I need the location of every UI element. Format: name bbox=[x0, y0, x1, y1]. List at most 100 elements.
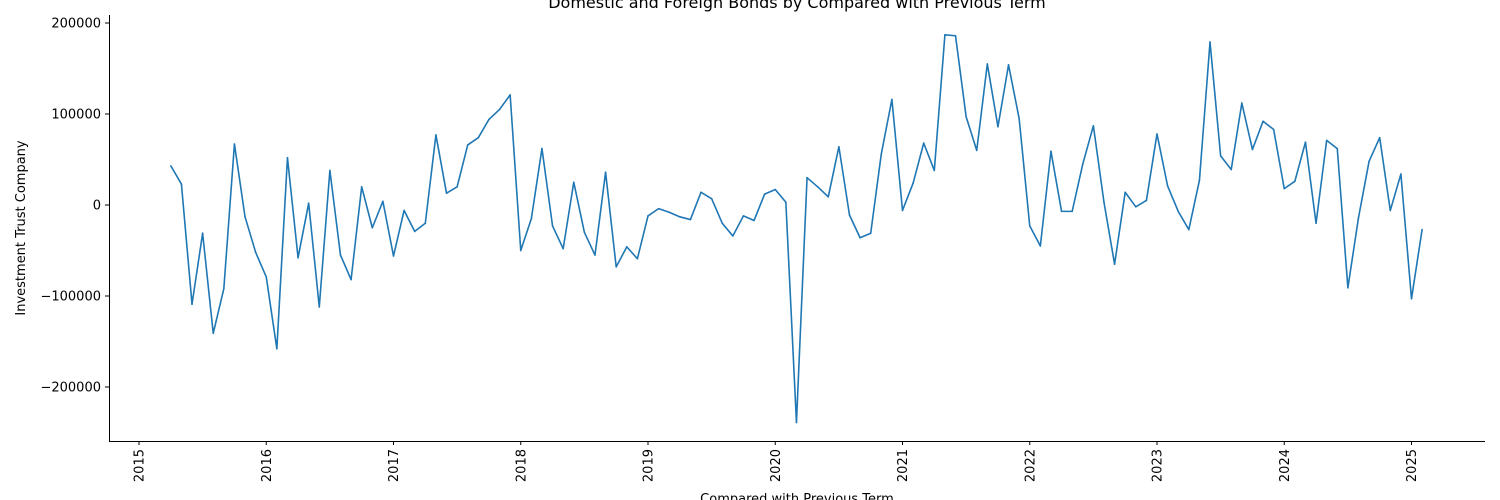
x-tick-label: 2017 bbox=[387, 449, 402, 482]
data-point bbox=[1028, 225, 1031, 227]
x-tick-label: 2016 bbox=[260, 449, 275, 482]
x-tick-label: 2024 bbox=[1278, 449, 1293, 482]
data-point bbox=[1315, 222, 1317, 224]
data-point bbox=[1092, 125, 1095, 127]
data-point bbox=[1007, 64, 1010, 66]
x-tick-label: 2015 bbox=[133, 449, 148, 482]
data-point bbox=[382, 200, 384, 203]
data-point bbox=[679, 216, 681, 218]
data-point bbox=[1294, 180, 1296, 183]
data-point bbox=[307, 202, 310, 204]
data-point bbox=[360, 186, 363, 188]
data-point bbox=[498, 108, 501, 111]
data-point bbox=[604, 171, 607, 174]
plot-area bbox=[170, 34, 1423, 424]
y-axis-ticks: −200000 −100000 0 100000 200000 bbox=[40, 17, 109, 396]
data-point bbox=[1357, 216, 1360, 219]
data-point bbox=[922, 142, 925, 144]
data-point bbox=[1421, 228, 1423, 231]
data-point bbox=[1251, 148, 1254, 151]
data-point bbox=[1347, 287, 1349, 289]
data-point bbox=[1389, 209, 1392, 212]
data-point bbox=[350, 278, 352, 281]
data-point bbox=[986, 63, 989, 65]
data-point bbox=[636, 257, 639, 260]
data-point bbox=[233, 143, 236, 145]
data-point bbox=[1103, 201, 1105, 204]
data-point bbox=[254, 251, 257, 254]
data-point bbox=[286, 156, 289, 159]
data-point bbox=[1410, 297, 1413, 300]
data-point bbox=[1134, 206, 1137, 208]
data-point bbox=[509, 94, 511, 96]
data-point bbox=[265, 276, 268, 278]
data-point bbox=[721, 222, 724, 224]
data-point bbox=[339, 254, 342, 256]
series-line bbox=[170, 34, 1423, 424]
data-point bbox=[541, 147, 543, 150]
data-point bbox=[435, 134, 437, 136]
y-axis-title: Investment Trust Company bbox=[14, 140, 29, 316]
data-point bbox=[223, 287, 225, 290]
chart-title: Domestic and Foreign Bonds by Compared w… bbox=[548, 0, 1046, 12]
data-point bbox=[403, 209, 405, 212]
data-point bbox=[625, 246, 628, 248]
data-point bbox=[1060, 210, 1063, 213]
data-point bbox=[466, 144, 469, 146]
data-point bbox=[477, 136, 480, 139]
data-point bbox=[933, 169, 936, 172]
data-point bbox=[413, 230, 416, 233]
data-point bbox=[657, 207, 660, 210]
x-tick-label: 2023 bbox=[1151, 449, 1166, 482]
data-point bbox=[594, 254, 596, 256]
data-point bbox=[201, 232, 204, 235]
data-point bbox=[1145, 199, 1148, 202]
data-point bbox=[816, 186, 819, 188]
data-point bbox=[901, 209, 904, 212]
data-point bbox=[456, 186, 458, 188]
data-point bbox=[191, 303, 193, 305]
data-point bbox=[891, 98, 893, 101]
data-point bbox=[488, 118, 490, 121]
data-point bbox=[329, 169, 331, 172]
data-point bbox=[1113, 263, 1116, 265]
y-tick-label: 200000 bbox=[51, 17, 101, 32]
data-point bbox=[212, 332, 215, 335]
y-tick-label: −100000 bbox=[40, 290, 101, 305]
data-point bbox=[297, 256, 299, 259]
x-tick-label: 2025 bbox=[1405, 449, 1420, 482]
data-point bbox=[1325, 139, 1328, 142]
x-tick-label: 2022 bbox=[1023, 449, 1038, 482]
data-point bbox=[276, 347, 278, 350]
data-point bbox=[1177, 210, 1180, 213]
data-point bbox=[912, 182, 914, 184]
data-point bbox=[1198, 179, 1201, 182]
data-point bbox=[965, 115, 967, 118]
data-point bbox=[785, 201, 787, 204]
data-point bbox=[806, 176, 808, 179]
data-point bbox=[954, 34, 957, 37]
data-point bbox=[859, 236, 861, 239]
data-point bbox=[732, 235, 734, 237]
data-point bbox=[551, 225, 554, 227]
data-point bbox=[530, 217, 533, 220]
data-point bbox=[1241, 102, 1243, 104]
data-point bbox=[1230, 168, 1233, 171]
x-tick-label: 2021 bbox=[896, 449, 911, 482]
data-point bbox=[1304, 141, 1307, 144]
data-point bbox=[1209, 41, 1211, 43]
data-point bbox=[583, 231, 586, 234]
data-point bbox=[838, 145, 840, 148]
data-point bbox=[615, 266, 617, 268]
data-point bbox=[519, 249, 522, 252]
data-point bbox=[1018, 117, 1020, 120]
data-point bbox=[572, 181, 575, 184]
data-point bbox=[763, 193, 766, 195]
data-point bbox=[1188, 228, 1190, 231]
data-point bbox=[424, 222, 427, 224]
data-point bbox=[668, 211, 671, 214]
data-point bbox=[1156, 133, 1158, 135]
x-tick-label: 2019 bbox=[642, 449, 657, 482]
data-point bbox=[392, 255, 395, 257]
